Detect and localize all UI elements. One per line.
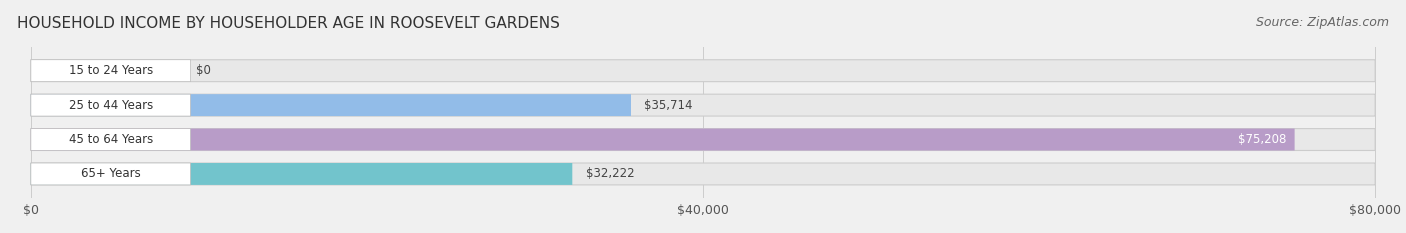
Text: 25 to 44 Years: 25 to 44 Years: [69, 99, 153, 112]
Text: 15 to 24 Years: 15 to 24 Years: [69, 64, 153, 77]
FancyBboxPatch shape: [31, 129, 1295, 151]
FancyBboxPatch shape: [31, 94, 631, 116]
FancyBboxPatch shape: [31, 129, 190, 151]
Text: Source: ZipAtlas.com: Source: ZipAtlas.com: [1256, 16, 1389, 29]
Text: $35,714: $35,714: [644, 99, 693, 112]
FancyBboxPatch shape: [31, 163, 1375, 185]
FancyBboxPatch shape: [31, 163, 190, 185]
Text: 45 to 64 Years: 45 to 64 Years: [69, 133, 153, 146]
FancyBboxPatch shape: [31, 94, 1375, 116]
Text: HOUSEHOLD INCOME BY HOUSEHOLDER AGE IN ROOSEVELT GARDENS: HOUSEHOLD INCOME BY HOUSEHOLDER AGE IN R…: [17, 16, 560, 31]
Text: 65+ Years: 65+ Years: [80, 168, 141, 180]
FancyBboxPatch shape: [31, 60, 1375, 82]
FancyBboxPatch shape: [31, 60, 190, 82]
FancyBboxPatch shape: [31, 129, 1375, 151]
FancyBboxPatch shape: [31, 94, 190, 116]
Text: $32,222: $32,222: [586, 168, 634, 180]
FancyBboxPatch shape: [31, 163, 572, 185]
Text: $75,208: $75,208: [1237, 133, 1286, 146]
Text: $0: $0: [195, 64, 211, 77]
